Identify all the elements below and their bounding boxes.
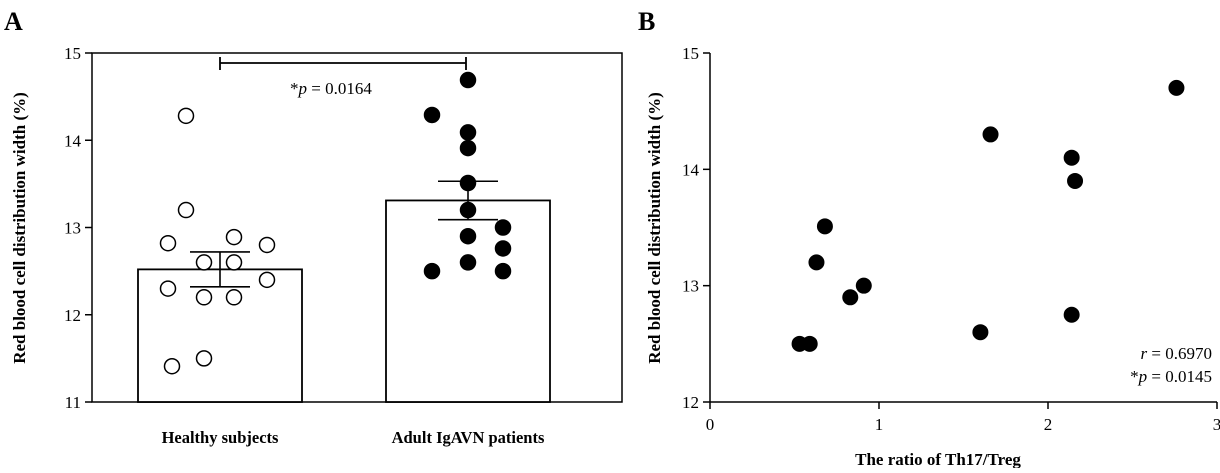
scatter-point — [816, 218, 833, 235]
data-point — [494, 240, 512, 257]
panel-a-p-text: = 0.0164 — [307, 79, 372, 98]
data-point — [494, 219, 512, 236]
data-point — [459, 227, 477, 245]
y-tick-label: 14 — [682, 160, 700, 179]
data-point — [494, 262, 512, 280]
panel-b-x-axis-title: The ratio of Th17/Treg — [855, 450, 1021, 468]
data-point — [459, 124, 477, 141]
data-point — [159, 280, 177, 297]
data-point — [258, 271, 276, 289]
scatter-point — [1063, 306, 1080, 323]
data-point — [195, 289, 213, 306]
data-point — [459, 174, 477, 192]
scatter-point — [982, 126, 999, 143]
panel-a-category-labels: Healthy subjects Adult IgAVN patients — [162, 428, 545, 447]
data-point — [423, 106, 441, 124]
data-point — [225, 254, 243, 271]
y-tick-label: 11 — [65, 393, 81, 412]
scatter-point — [808, 254, 825, 271]
category-label: Healthy subjects — [162, 428, 279, 447]
panel-b-r-value: r = 0.6970 — [1141, 344, 1212, 363]
data-point — [459, 71, 477, 89]
x-tick-label: 1 — [875, 415, 884, 434]
y-tick-label: 13 — [682, 277, 699, 296]
data-point — [177, 107, 195, 125]
panel-b-r-text: = 0.6970 — [1147, 344, 1212, 363]
y-tick-label: 15 — [682, 44, 699, 63]
panel-a-p-value: *p = 0.0164 — [290, 79, 372, 98]
panel-b-y-axis-title: Red blood cell distribution width (%) — [645, 92, 664, 364]
panel-b: B Red blood cell distribution width (%) … — [638, 7, 1220, 469]
panel-b-points — [791, 79, 1185, 352]
panel-b-p-value: *p = 0.0145 — [1130, 367, 1212, 386]
data-point — [195, 350, 213, 367]
data-point — [459, 139, 477, 157]
scatter-point — [1168, 79, 1185, 96]
scatter-point — [972, 324, 989, 341]
x-tick-label: 3 — [1213, 415, 1220, 434]
data-point — [423, 262, 441, 280]
y-tick-label: 14 — [64, 131, 82, 150]
data-point — [258, 236, 276, 254]
significance-bracket-line — [219, 57, 467, 70]
panel-a-p-prefix: * — [290, 79, 299, 98]
y-tick-label: 13 — [64, 219, 81, 238]
panel-a-points — [159, 71, 512, 375]
panel-a-p-var: p — [298, 79, 308, 98]
data-point — [163, 357, 181, 375]
data-point — [459, 201, 477, 219]
scatter-point — [801, 335, 818, 352]
data-point — [195, 254, 213, 271]
panel-a-y-axis-title: Red blood cell distribution width (%) — [10, 92, 29, 364]
x-tick-label: 0 — [706, 415, 715, 434]
data-point — [177, 201, 195, 219]
scatter-point — [1063, 149, 1080, 166]
panel-b-p-text: = 0.0145 — [1147, 367, 1212, 386]
panel-b-p-var: p — [1138, 367, 1148, 386]
x-tick-label: 2 — [1044, 415, 1053, 434]
panel-a: A Red blood cell distribution width (%) … — [4, 7, 623, 447]
y-tick-label: 15 — [64, 44, 81, 63]
y-tick-label: 12 — [682, 393, 699, 412]
panel-b-p-prefix: * — [1130, 367, 1139, 386]
scatter-point — [855, 277, 872, 294]
panel-b-r-var: r — [1141, 344, 1148, 363]
panel-a-letter: A — [4, 7, 23, 36]
scatter-point — [1067, 172, 1084, 189]
y-tick-label: 12 — [64, 306, 81, 325]
data-point — [459, 254, 477, 271]
data-point — [225, 289, 243, 306]
data-point — [225, 228, 243, 246]
panel-b-letter: B — [638, 7, 655, 36]
scatter-point — [842, 289, 859, 306]
category-label: Adult IgAVN patients — [392, 428, 545, 447]
panel-a-significance-bracket — [219, 57, 467, 70]
panel-a-y-ticks: 11 12 13 14 15 — [64, 44, 92, 412]
data-point — [159, 234, 177, 252]
